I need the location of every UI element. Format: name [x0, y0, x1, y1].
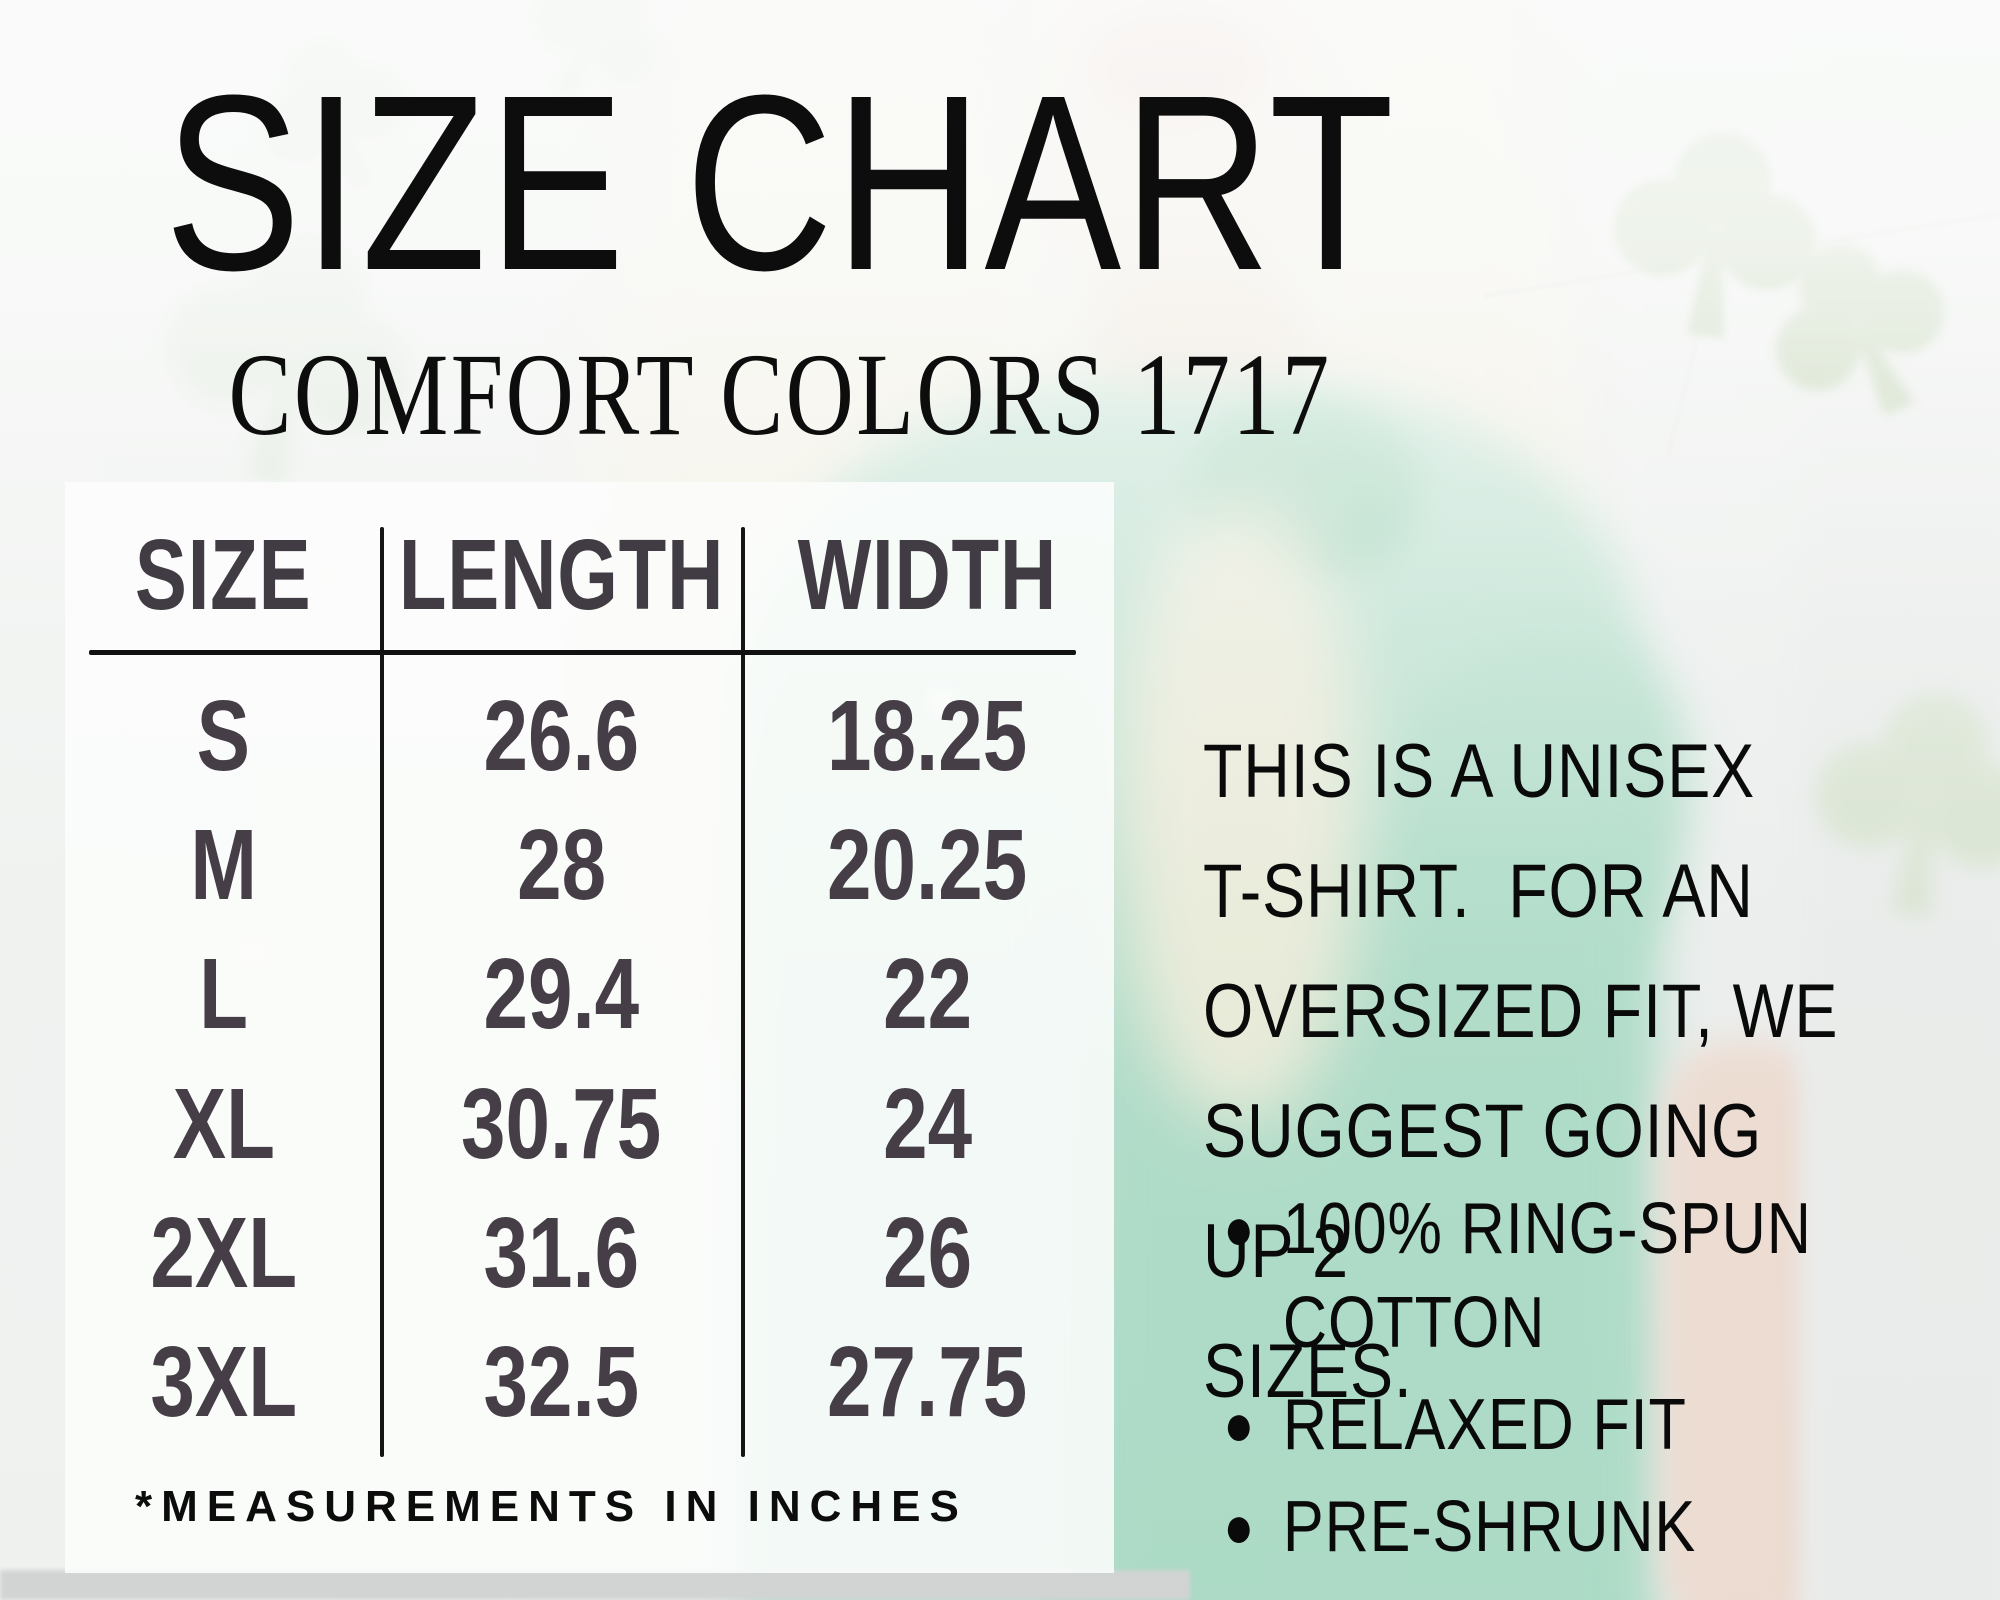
bullet-icon: ● [1223, 1493, 1256, 1560]
table-row: 3XL [150, 1325, 297, 1438]
table-cell: 20.25 [827, 809, 1028, 922]
bullet-icon: ● [1223, 1195, 1256, 1262]
column-header-width: WIDTH [797, 518, 1058, 631]
floor-edge [0, 1570, 1190, 1600]
column-header-size: SIZE [135, 518, 312, 631]
feature-text: RELAXED FIT [1282, 1385, 1687, 1465]
fit-description: THIS IS A UNISEX T-SHIRT. FOR AN OVERSIZ… [1203, 729, 1839, 1414]
table-cell: 31.6 [483, 1196, 640, 1309]
table-header-row: SIZE LENGTH WIDTH [65, 510, 1114, 640]
table-cell: 29.4 [483, 938, 640, 1051]
table-row: S [196, 680, 251, 793]
page-subtitle: COMFORT COLORS 1717 [228, 329, 1332, 460]
header: SIZE CHART COMFORT COLORS 1717 [20, 58, 1540, 454]
list-item: ● RELAXED FIT [1203, 1378, 1866, 1472]
page-title: SIZE CHART [164, 43, 1396, 322]
column-divider [380, 527, 384, 1457]
header-rule [89, 650, 1076, 655]
table-cell: 28 [516, 809, 606, 922]
list-item: ● PRE-SHRUNK [1203, 1480, 1866, 1574]
bullet-icon: ● [1223, 1391, 1256, 1458]
table-row: M [190, 809, 257, 922]
table-row: XL [172, 1067, 275, 1180]
table-row: 2XL [150, 1196, 297, 1309]
table-cell: 18.25 [827, 680, 1028, 793]
feature-list: ● 100% RING-SPUN COTTON ● RELAXED FIT ● … [1203, 1182, 1866, 1582]
table-cell: 26.6 [483, 680, 640, 793]
table-cell: 22 [882, 938, 972, 1051]
size-chart-card: SIZE LENGTH WIDTH S 26.6 18.25 M 28 20.2… [65, 482, 1114, 1573]
table-cell: 32.5 [483, 1325, 640, 1438]
feature-text: PRE-SHRUNK [1282, 1487, 1697, 1567]
table-row: L [198, 938, 248, 1051]
column-divider [741, 527, 745, 1457]
feature-text: 100% RING-SPUN COTTON [1282, 1189, 1812, 1363]
column-header-length: LENGTH [398, 518, 724, 631]
table-body: S 26.6 18.25 M 28 20.25 L 29.4 22 XL 30.… [65, 672, 1114, 1447]
list-item: ● 100% RING-SPUN COTTON [1203, 1182, 1866, 1370]
table-cell: 30.75 [461, 1067, 662, 1180]
table-cell: 24 [882, 1067, 972, 1180]
table-cell: 26 [882, 1196, 972, 1309]
table-cell: 27.75 [827, 1325, 1028, 1438]
measurements-footnote: *MEASUREMENTS IN INCHES [135, 1482, 968, 1531]
